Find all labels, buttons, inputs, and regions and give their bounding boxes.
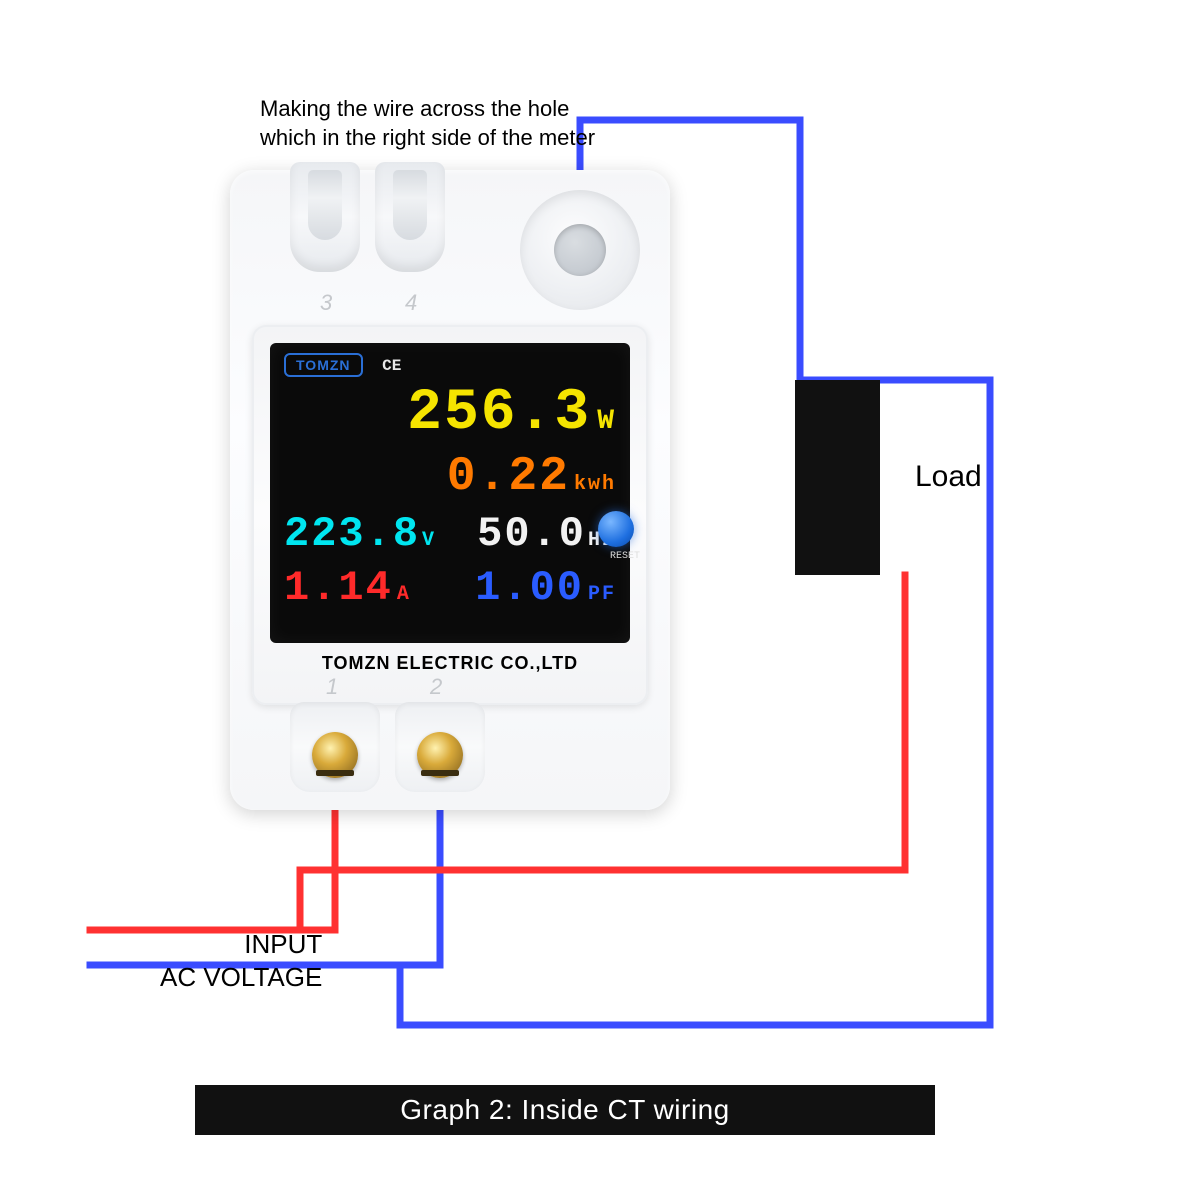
reading-kwh: 0.22 kwh xyxy=(284,450,616,504)
bottom-terminal-2 xyxy=(395,702,485,792)
terminal-label-4: 4 xyxy=(405,290,417,316)
ct-hole xyxy=(520,190,640,310)
reading-watts: 256.3 W xyxy=(284,381,616,446)
input-ac-label: INPUT AC VOLTAGE xyxy=(160,928,322,993)
top-terminal-3 xyxy=(290,162,360,272)
terminal-label-1: 1 xyxy=(326,674,338,700)
lcd-bezel: TOMZN CE 256.3 W 0.22 kwh 223.8V 50.0Hz … xyxy=(252,325,648,705)
wire-live-input-to-t1 xyxy=(90,800,335,930)
reading-row-amps-pf: 1.14A 1.00PF xyxy=(284,564,616,612)
ce-mark: CE xyxy=(382,357,401,375)
company-name: TOMZN ELECTRIC CO.,LTD xyxy=(270,653,630,674)
brand-chip: TOMZN xyxy=(284,353,363,377)
reset-button[interactable] xyxy=(598,511,634,547)
terminal-label-2: 2 xyxy=(430,674,442,700)
load-label: Load xyxy=(915,460,982,494)
load-block xyxy=(795,380,880,575)
instruction-text: Making the wire across the hole which in… xyxy=(260,95,595,152)
top-terminal-4 xyxy=(375,162,445,272)
reset-label: RESET xyxy=(610,551,640,562)
power-meter: 3 4 TOMZN CE 256.3 W 0.22 kwh 223.8V 50.… xyxy=(230,170,670,810)
screw-slot-1 xyxy=(316,770,354,776)
lcd-screen: TOMZN CE 256.3 W 0.22 kwh 223.8V 50.0Hz … xyxy=(270,343,630,643)
bottom-terminal-1 xyxy=(290,702,380,792)
reading-row-volts-hz: 223.8V 50.0Hz xyxy=(284,510,616,558)
terminal-label-3: 3 xyxy=(320,290,332,316)
screw-slot-2 xyxy=(421,770,459,776)
caption-bar: Graph 2: Inside CT wiring xyxy=(195,1085,935,1135)
